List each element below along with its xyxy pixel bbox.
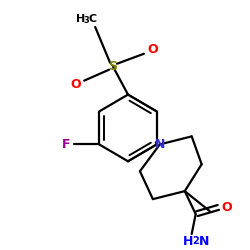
Text: O: O	[70, 78, 80, 91]
Text: N: N	[198, 236, 209, 248]
Text: O: O	[221, 200, 232, 213]
Text: F: F	[62, 138, 70, 151]
Text: O: O	[148, 43, 158, 56]
Text: H: H	[76, 14, 85, 24]
Text: N: N	[155, 138, 165, 151]
Text: S: S	[108, 60, 118, 73]
Text: 2: 2	[192, 236, 199, 246]
Text: C: C	[88, 14, 96, 24]
Text: 3: 3	[83, 16, 89, 26]
Text: H: H	[182, 236, 193, 248]
